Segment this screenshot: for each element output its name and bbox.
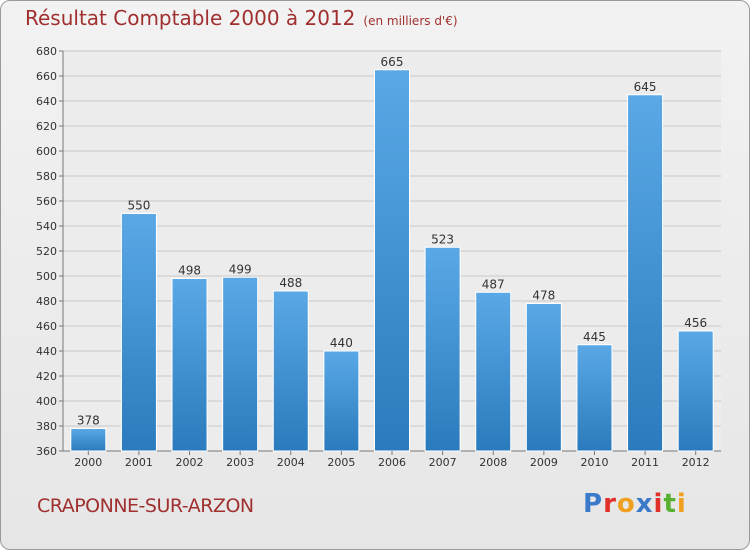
y-tick-label: 680 — [36, 45, 57, 58]
title-unit: (en milliers d'€) — [363, 14, 458, 28]
x-tick-label: 2011 — [631, 456, 659, 469]
bar — [576, 344, 613, 452]
logo-letter: x — [635, 489, 654, 519]
x-tick-label: 2009 — [530, 456, 558, 469]
y-tick-label: 480 — [36, 295, 57, 308]
bar-value-label: 498 — [178, 264, 201, 278]
logo-letter: o — [616, 489, 636, 519]
logo-letter: r — [603, 489, 617, 519]
bar-value-label: 499 — [229, 262, 252, 276]
x-tick-label: 2005 — [327, 456, 355, 469]
logo-letter: P — [583, 489, 604, 519]
bar-value-label: 378 — [77, 414, 100, 428]
y-tick-label: 440 — [36, 345, 57, 358]
bar — [272, 290, 309, 452]
bar-value-label: 478 — [532, 289, 555, 303]
x-tick-label: 2003 — [226, 456, 254, 469]
x-tick-label: 2008 — [479, 456, 507, 469]
y-tick-label: 640 — [36, 95, 57, 108]
y-tick-label: 540 — [36, 220, 57, 233]
proxiti-logo: Proxiti — [583, 489, 687, 519]
bar-value-label: 550 — [127, 199, 150, 213]
y-tick-label: 600 — [36, 145, 57, 158]
bar-value-label: 488 — [279, 276, 302, 290]
bar — [323, 350, 360, 452]
commune-name: CRAPONNE-SUR-ARZON — [37, 495, 254, 517]
y-tick-label: 360 — [36, 445, 57, 458]
bar — [222, 276, 259, 452]
bar-value-label: 456 — [684, 316, 707, 330]
y-tick-label: 580 — [36, 170, 57, 183]
y-tick-label: 500 — [36, 270, 57, 283]
y-tick-label: 400 — [36, 395, 57, 408]
x-tick-label: 2000 — [74, 456, 102, 469]
bar-value-label: 440 — [330, 336, 353, 350]
bar — [677, 330, 714, 452]
y-tick-label: 620 — [36, 120, 57, 133]
bar — [70, 428, 107, 452]
bar — [627, 94, 664, 452]
logo-letter: i — [653, 489, 664, 519]
x-tick-label: 2007 — [429, 456, 457, 469]
y-tick-label: 560 — [36, 195, 57, 208]
bar-value-label: 645 — [634, 80, 657, 94]
y-tick-label: 660 — [36, 70, 57, 83]
x-tick-label: 2010 — [580, 456, 608, 469]
title-text: Résultat Comptable 2000 à 2012 — [25, 6, 356, 30]
bar — [171, 278, 208, 452]
bar-value-label: 445 — [583, 330, 606, 344]
bar — [525, 303, 562, 452]
x-tick-label: 2001 — [125, 456, 153, 469]
x-tick-label: 2004 — [277, 456, 305, 469]
x-tick-label: 2006 — [378, 456, 406, 469]
bar — [120, 213, 157, 452]
y-tick-label: 520 — [36, 245, 57, 258]
logo-letter: i — [676, 489, 687, 519]
bar-value-label: 523 — [431, 232, 454, 246]
logo-letter: t — [663, 489, 677, 519]
bar — [424, 246, 461, 452]
y-tick-label: 460 — [36, 320, 57, 333]
x-tick-label: 2002 — [176, 456, 204, 469]
bar-value-label: 487 — [482, 277, 505, 291]
bar — [475, 291, 512, 452]
y-tick-label: 420 — [36, 370, 57, 383]
x-tick-label: 2012 — [682, 456, 710, 469]
bar-value-label: 665 — [381, 55, 404, 69]
chart-title: Résultat Comptable 2000 à 2012 (en millie… — [25, 6, 458, 30]
y-tick-label: 380 — [36, 420, 57, 433]
bar — [374, 69, 410, 452]
